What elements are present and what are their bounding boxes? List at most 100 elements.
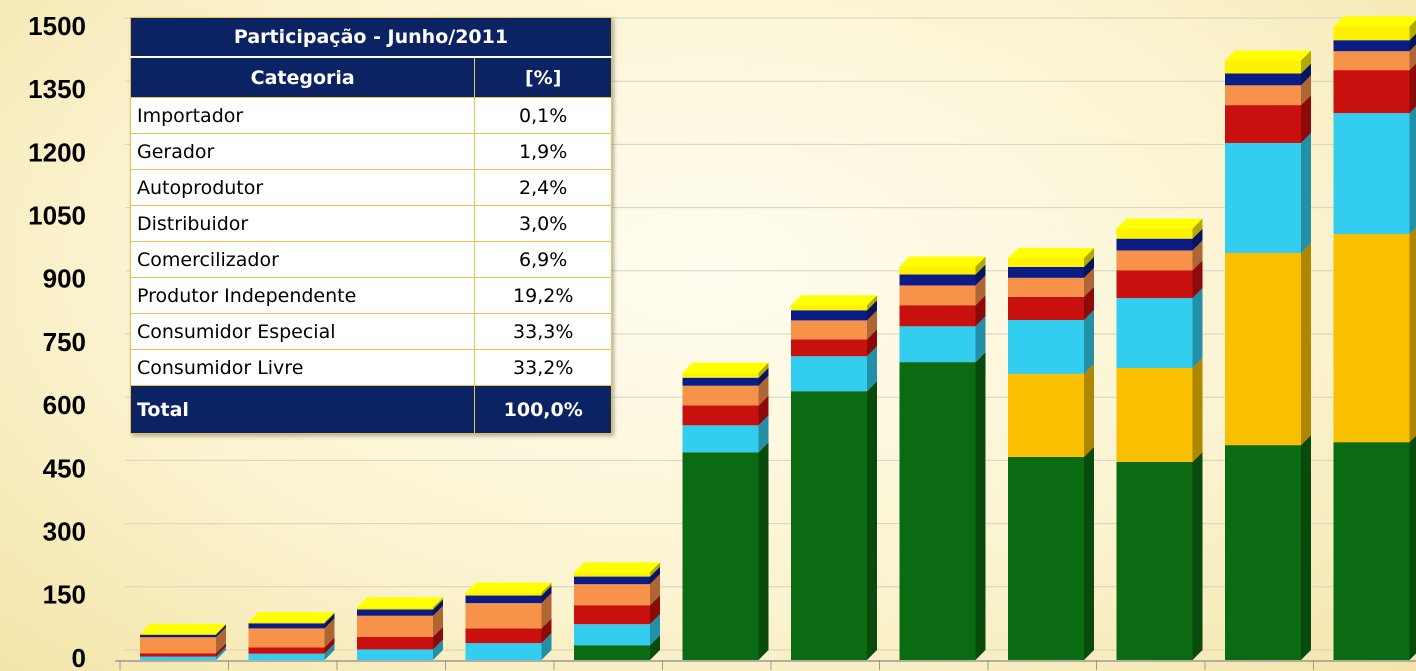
bar-segment — [899, 352, 986, 660]
bar-side — [433, 639, 443, 660]
bar-segment — [1008, 446, 1094, 660]
bar-side — [1409, 44, 1416, 71]
bar-segment — [1333, 63, 1416, 114]
bar-top — [248, 612, 335, 623]
bar-front — [357, 609, 433, 616]
y-tick-label: 450 — [43, 453, 86, 483]
percent-cell: 1,9% — [474, 133, 612, 170]
bar-front — [465, 592, 542, 596]
bar-segment — [248, 612, 335, 624]
percent-cell: 6,9% — [474, 241, 612, 278]
bar-top — [140, 623, 226, 634]
category-cell: Comercilizador — [129, 241, 476, 278]
bar-side — [216, 627, 226, 654]
bar-segment — [1116, 260, 1203, 299]
bar-side — [1192, 240, 1203, 271]
bar-segment — [574, 595, 660, 625]
bar-segment — [1008, 248, 1094, 267]
bar-front — [140, 637, 216, 654]
category-cell: Autoprodutor — [129, 169, 476, 206]
bar-front — [1008, 258, 1084, 267]
bar-side — [650, 595, 660, 625]
percent-cell: 33,2% — [474, 349, 612, 386]
percent-cell: 33,3% — [474, 313, 612, 350]
bar-segment — [1116, 218, 1203, 239]
percent-cell: 3,0% — [474, 205, 612, 242]
bar-side — [758, 395, 769, 426]
bar-front — [248, 623, 325, 629]
bar-side — [541, 582, 552, 596]
bar-segment — [1225, 242, 1311, 446]
bar-front — [1225, 85, 1301, 106]
bar-front — [357, 615, 433, 637]
bar-side — [758, 375, 769, 406]
bar-front — [1333, 234, 1410, 443]
bar-top — [574, 562, 660, 573]
bar-segment — [1225, 50, 1311, 74]
bar-side — [650, 614, 660, 646]
bar-front — [357, 607, 433, 610]
bar-segment — [140, 646, 226, 660]
bar-segment — [1333, 227, 1416, 443]
bar-front — [1116, 228, 1193, 239]
category-cell: Produtor Independente — [129, 277, 476, 314]
y-tick-label: 300 — [43, 516, 86, 546]
bar-front — [791, 391, 867, 660]
bar-side — [216, 643, 226, 657]
y-tick-label: 1200 — [28, 137, 86, 167]
bar-side — [1192, 358, 1203, 462]
bar-front — [791, 310, 867, 321]
bar-front — [1225, 252, 1301, 446]
bar-top — [1225, 50, 1311, 61]
bar-side — [650, 566, 660, 585]
bar-segment — [357, 597, 443, 610]
bar-side — [1084, 267, 1094, 297]
bar-segment — [1008, 286, 1094, 320]
bar-front — [791, 320, 867, 340]
bar-segment — [140, 623, 226, 635]
bar-front — [248, 622, 325, 624]
y-tick-label: 1500 — [28, 11, 86, 41]
bar-front — [682, 452, 759, 660]
bar-side — [1409, 106, 1416, 235]
bar-segment — [791, 381, 877, 660]
bar-segment — [1116, 288, 1203, 369]
table-header: [%] — [474, 56, 612, 98]
bar-side — [433, 597, 443, 610]
total-value: 100,0% — [474, 385, 612, 434]
bar-segment — [1008, 363, 1094, 457]
y-tick-label: 0 — [72, 643, 86, 671]
bar-front — [1225, 60, 1301, 74]
share-table: Participação - Junho/2011 Categoria [%] I… — [129, 17, 612, 434]
bar-front — [899, 266, 976, 275]
bar-segment — [465, 585, 552, 604]
y-tick-label: 1350 — [28, 74, 86, 104]
bar-front — [1333, 51, 1410, 71]
bar-side — [758, 415, 769, 453]
bar-top — [899, 256, 986, 267]
bar-front — [574, 576, 650, 585]
bar-segment — [1225, 435, 1311, 660]
bar-front — [1116, 250, 1193, 271]
bar-front — [682, 372, 759, 378]
bar-top — [791, 295, 877, 306]
bar-side — [324, 618, 335, 648]
bar-side — [975, 352, 986, 660]
bar-front — [1225, 105, 1301, 144]
bar-front — [357, 636, 433, 650]
bar-front — [682, 405, 759, 426]
bar-side — [1084, 286, 1094, 320]
bar-front — [1116, 270, 1193, 299]
bar-side — [1084, 256, 1094, 278]
category-cell: Consumidor Livre — [129, 349, 476, 386]
bar-side — [867, 310, 877, 340]
bar-segment — [1008, 267, 1094, 297]
bar-segment — [682, 442, 769, 660]
bar-front — [140, 633, 216, 635]
bar-front — [574, 584, 650, 606]
bar-front — [248, 628, 325, 648]
bar-segment — [899, 256, 986, 275]
bar-side — [1084, 309, 1094, 374]
